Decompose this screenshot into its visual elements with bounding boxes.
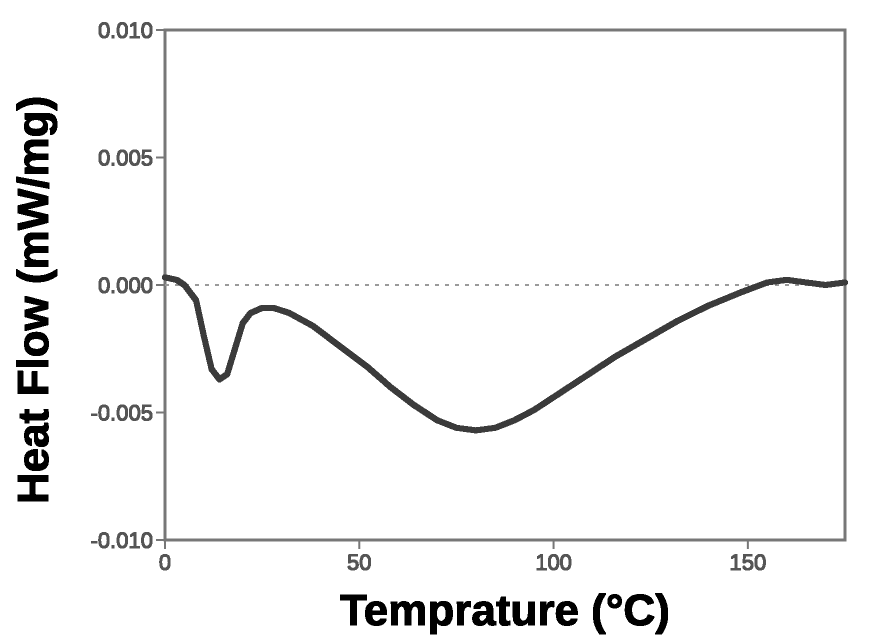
- y-tick-label: 0.010: [98, 18, 153, 43]
- y-tick-label: -0.010: [91, 528, 153, 553]
- y-axis-label: Heat Flow (mW/mg): [9, 96, 58, 504]
- x-tick-label: 150: [729, 550, 766, 575]
- y-tick-label: 0.005: [98, 146, 153, 171]
- heat-flow-curve: [165, 277, 845, 430]
- x-tick-labels: 0 50 100 150: [159, 550, 766, 575]
- x-tick-label: 50: [347, 550, 371, 575]
- x-tick-label: 0: [159, 550, 171, 575]
- x-axis-label: Temprature (°C): [340, 586, 670, 635]
- dsc-chart: Heat Flow (mW/mg) Temprature (°C) -0.010…: [0, 0, 879, 641]
- y-tick-label: -0.005: [91, 401, 153, 426]
- chart-svg: Heat Flow (mW/mg) Temprature (°C) -0.010…: [0, 0, 879, 641]
- y-tick-labels: -0.010 -0.005 0.000 0.005 0.010: [91, 18, 153, 553]
- y-tick-label: 0.000: [98, 273, 153, 298]
- x-tick-label: 100: [535, 550, 572, 575]
